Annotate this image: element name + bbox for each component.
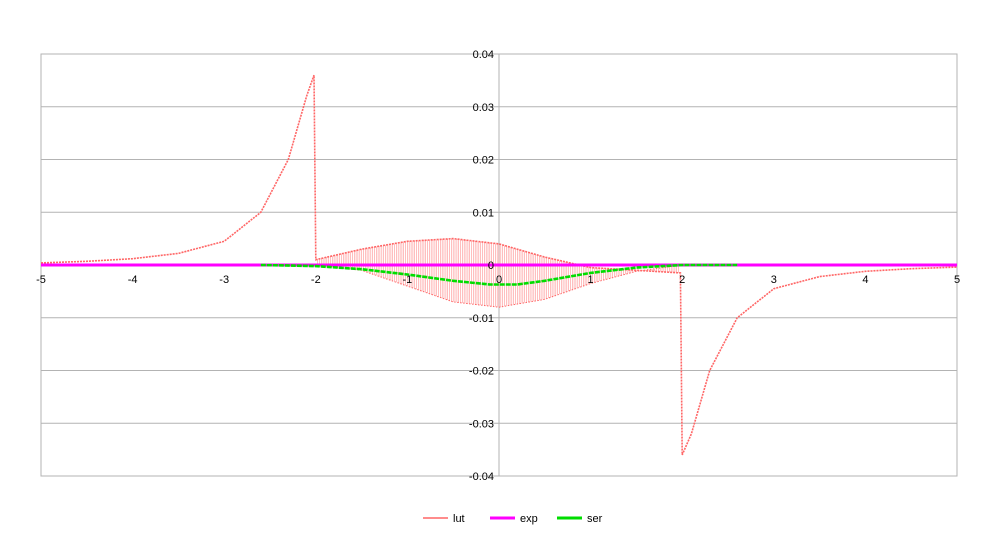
y-tick-label: 0.04 xyxy=(473,49,494,61)
legend-label-lut: lut xyxy=(453,513,465,525)
y-tick-label: -0.03 xyxy=(469,418,494,430)
x-tick-label: 2 xyxy=(679,274,685,286)
legend-label-ser: ser xyxy=(587,513,603,525)
x-tick-label: 1 xyxy=(588,274,594,286)
legend-label-exp: exp xyxy=(520,513,538,525)
y-tick-label: -0.02 xyxy=(469,366,494,378)
y-tick-label: -0.04 xyxy=(469,471,494,483)
x-tick-label: 3 xyxy=(771,274,777,286)
y-tick-label: 0.01 xyxy=(473,207,494,219)
x-tick-label: -4 xyxy=(128,274,138,286)
series-group xyxy=(40,74,958,456)
x-tick-label: 5 xyxy=(954,274,960,286)
series-lut-lower-envelope xyxy=(315,264,683,308)
legend: lut exp ser xyxy=(423,513,603,525)
tick-labels: 0.04 0.03 0.02 0.01 0 -0.01 -0.02 -0.03 -0.04 -5 -… xyxy=(36,49,960,483)
y-tick-label: -0.01 xyxy=(469,313,494,325)
x-tick-label: -2 xyxy=(311,274,321,286)
x-tick-label: -1 xyxy=(403,274,413,286)
x-tick-label: 4 xyxy=(862,274,868,286)
series-ser xyxy=(260,263,738,286)
y-tick-label: 0.03 xyxy=(473,102,494,114)
x-tick-label: -5 xyxy=(36,274,46,286)
series-lut-oscillation xyxy=(317,238,679,308)
x-tick-label: -3 xyxy=(219,274,229,286)
x-tick-label: 0 xyxy=(496,274,502,286)
y-tick-label: 0.02 xyxy=(473,155,494,167)
y-tick-label: 0 xyxy=(488,260,494,272)
